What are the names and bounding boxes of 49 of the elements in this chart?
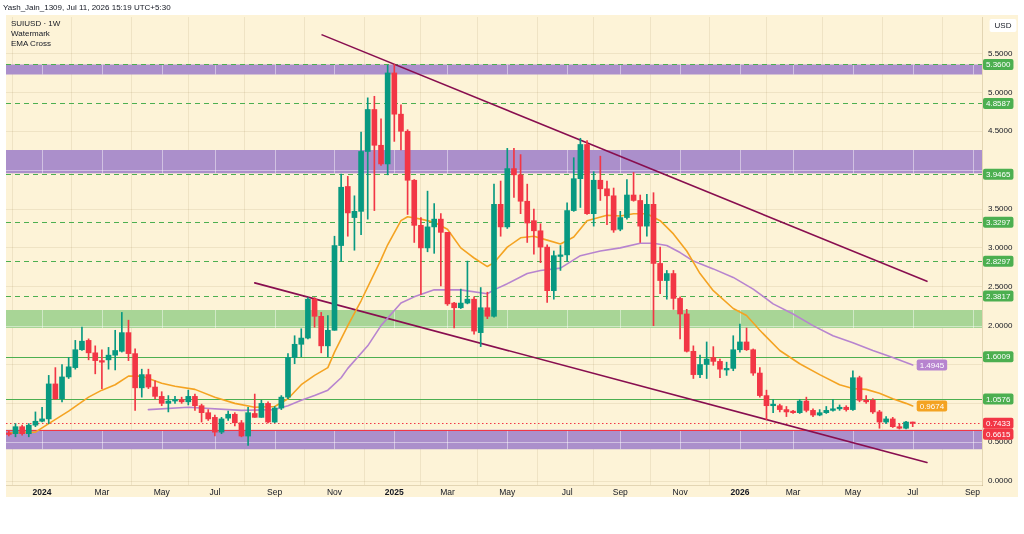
y-tick-label: 5.0000 (988, 87, 1014, 97)
candlestick (172, 396, 178, 404)
chart-title: SUIUSD · 1W (11, 19, 61, 29)
candlestick (251, 393, 258, 418)
x-tick-label: Mar (440, 487, 455, 498)
ref-line-label: 2.3817 (986, 291, 1012, 301)
data-label: 1.4945 (919, 360, 945, 370)
y-tick-label: 2.0000 (988, 320, 1014, 330)
candlestick (770, 399, 776, 414)
x-tick-label: May (153, 487, 171, 498)
y-tick-label: 0.0000 (988, 476, 1014, 486)
x-tick-label: 2026 (730, 487, 750, 498)
x-tick-label: Mar (785, 487, 801, 498)
x-tick-label: Jul (209, 487, 221, 498)
text: Yash_Jain_1309, Jul 11, 2026 15:19 UTC+5:30 (3, 3, 172, 13)
x-tick-label: 2024 (32, 487, 52, 498)
x-tick-label: Sep (267, 487, 283, 498)
x-tick-label: Sep (964, 487, 981, 498)
candlestick (663, 270, 670, 300)
annotation: EMA Cross (11, 39, 52, 49)
x-tick-label: Nov (672, 487, 689, 498)
y-tick-label: 2.5000 (988, 281, 1014, 291)
x-tick-label: Jul (907, 487, 919, 498)
candlestick (457, 288, 464, 309)
y-tick-label: 4.5000 (988, 126, 1014, 136)
x-tick-label: Nov (326, 487, 343, 498)
x-tick-label: Mar (94, 487, 110, 498)
y-tick-label: 5.5000 (988, 48, 1014, 58)
candlestick (431, 203, 438, 254)
y-tick-label: 0.5000 (988, 437, 1014, 447)
ref-line-label: 1.0576 (986, 394, 1012, 404)
ref-line-label: 4.8587 (986, 99, 1012, 109)
x-tick-label: Sep (612, 487, 629, 498)
data-label: 0.9674 (919, 401, 945, 411)
x-tick-label: May (499, 487, 517, 498)
y-tick-label: 3.0000 (988, 243, 1014, 253)
ref-line-label: 3.3297 (986, 217, 1012, 227)
x-tick-label: Jul (561, 487, 573, 498)
ref-line-label: 0.6615 (986, 430, 1012, 440)
ref-line-label: 1.6009 (986, 352, 1012, 362)
ref-line-label: 3.9465 (986, 170, 1012, 180)
y-tick-label: 3.5000 (988, 204, 1014, 214)
ref-line-label: 0.7433 (986, 419, 1012, 429)
ref-line-label: 5.3600 (986, 60, 1012, 70)
x-tick-label: 2025 (384, 487, 405, 498)
ref-line-label: 2.8297 (986, 256, 1012, 266)
annotation: Watermark (11, 29, 51, 39)
x-tick-label: May (844, 487, 862, 498)
y-axis-title: USD (994, 20, 1012, 30)
